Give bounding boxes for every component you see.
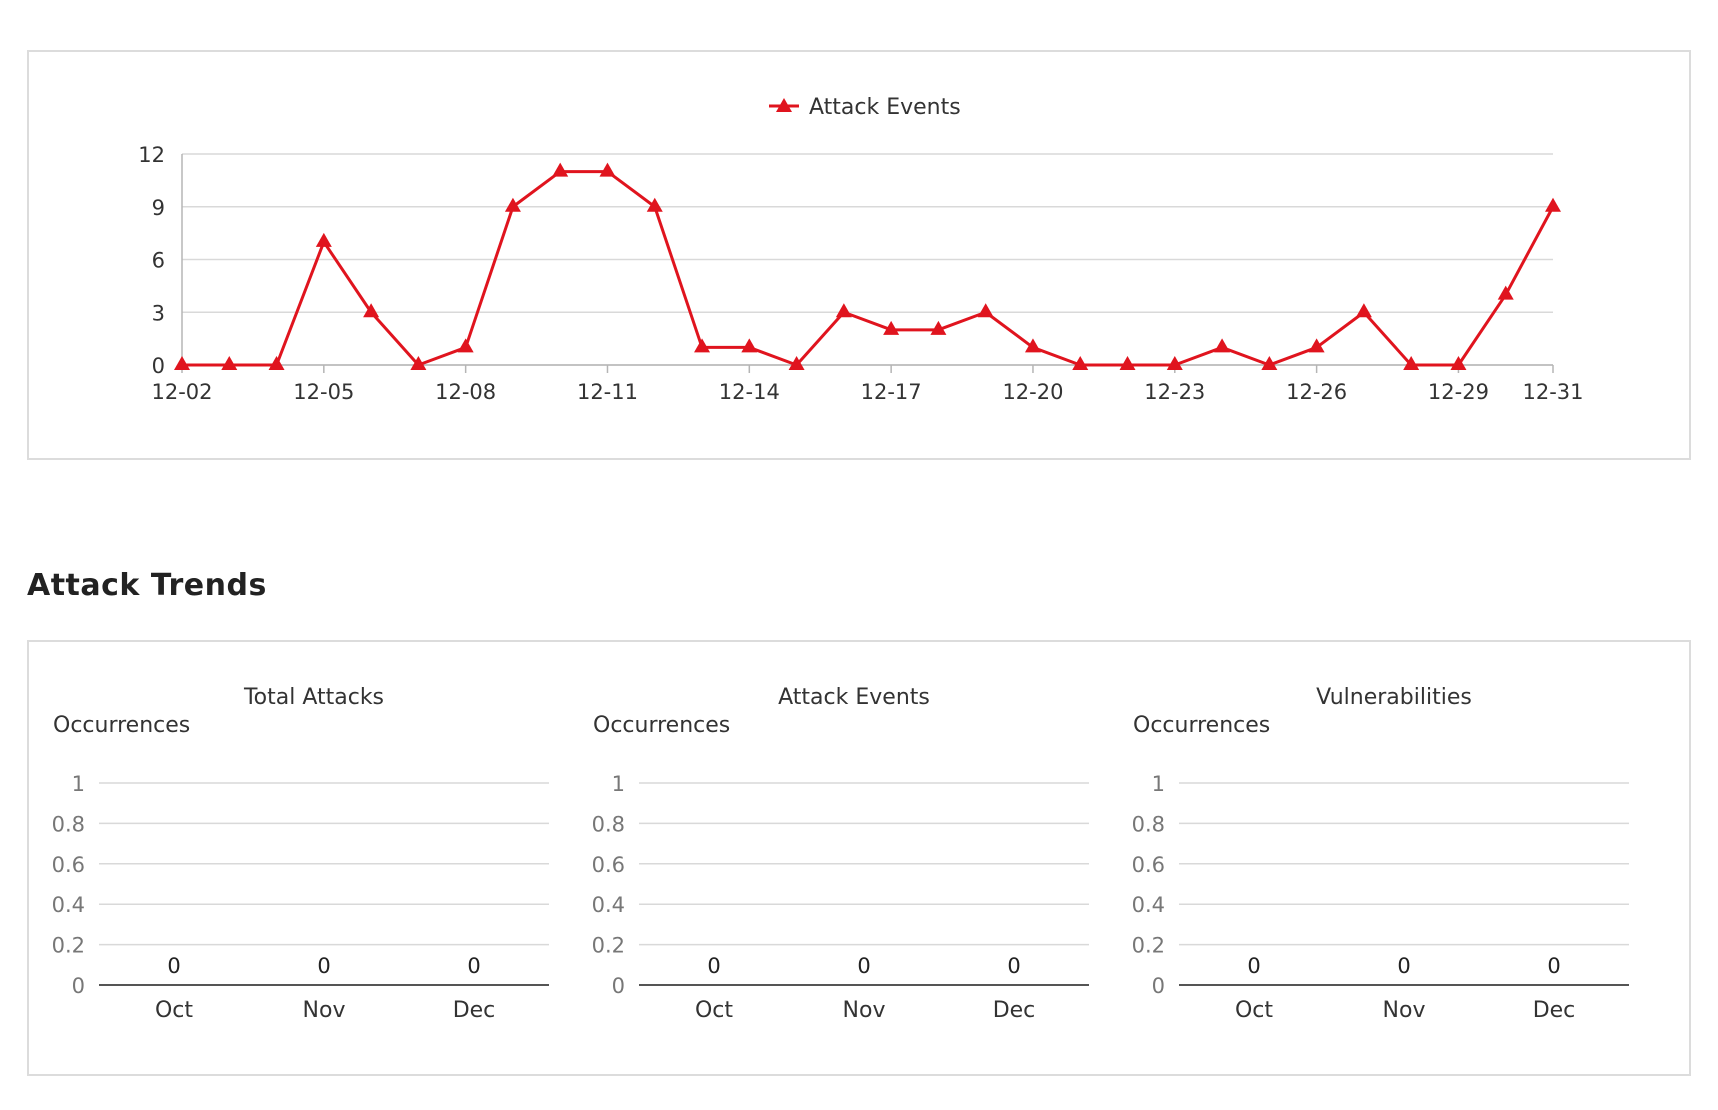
- x-tick-label: 12-23: [1144, 380, 1205, 404]
- y-tick-label: 0.6: [52, 853, 85, 877]
- bar-value-label: 0: [857, 954, 870, 978]
- data-point: [646, 197, 663, 212]
- data-point: [410, 356, 427, 370]
- bar-value-label: 0: [1247, 954, 1260, 978]
- attack-events-line-chart: Attack Events 0 3 6 9 12 12-02 12-05 12-08 12-11 1…: [138, 95, 1583, 404]
- data-point: [788, 356, 805, 370]
- bar-chart-2: Attack Events Occurrences 0 0.2 0.4 0.6 0.8 1 0 O…: [592, 685, 1089, 1023]
- x-tick-label: Nov: [843, 998, 886, 1023]
- bar-value-label: 0: [707, 954, 720, 978]
- chart-title: Attack Events: [778, 685, 930, 710]
- y-tick-label: 0.6: [592, 853, 625, 877]
- data-point: [174, 356, 190, 370]
- section-title: Attack Trends: [27, 568, 267, 603]
- data-point: [1166, 356, 1183, 370]
- data-point: [599, 162, 616, 177]
- data-point: [268, 356, 285, 370]
- bar-chart-3: Vulnerabilities Occurrences 0 0.2 0.4 0.6 0.8 1…: [1132, 685, 1629, 1023]
- x-tick-label: 12-26: [1286, 380, 1347, 404]
- chart-title: Vulnerabilities: [1316, 685, 1472, 710]
- y-tick-label: 1: [1152, 772, 1165, 796]
- x-tick-label: 12-11: [577, 380, 638, 404]
- x-tick-label: 12-17: [861, 380, 922, 404]
- attack-events-line-chart-card: Attack Events 0 3 6 9 12 12-02 12-05 12-08 12-11 1…: [27, 50, 1691, 460]
- data-point: [315, 232, 332, 247]
- y-tick-label: 0.4: [592, 893, 625, 917]
- x-tick-label: Nov: [1383, 998, 1426, 1023]
- chart-title: Total Attacks: [243, 685, 384, 710]
- data-point: [835, 303, 852, 318]
- x-tick-label: Dec: [1533, 998, 1576, 1023]
- x-tick-label: Oct: [1235, 998, 1273, 1023]
- bar-chart-1: Total Attacks Occurrences 0 0.2 0.4 0.6 0.8 1 0 O…: [52, 685, 549, 1023]
- x-tick-label: Oct: [695, 998, 733, 1023]
- bar-value-label: 0: [467, 954, 480, 978]
- x-tick-label: Oct: [155, 998, 193, 1023]
- x-tick-label: 12-08: [435, 380, 496, 404]
- data-point: [1261, 356, 1278, 370]
- y-tick-label: 0.8: [1132, 812, 1165, 836]
- y-tick-label: 0.6: [1132, 853, 1165, 877]
- y-tick-label: 1: [612, 772, 625, 796]
- bar-value-label: 0: [317, 954, 330, 978]
- y-axis-label: Occurrences: [1133, 713, 1270, 738]
- legend-marker-icon: [776, 98, 792, 112]
- bar-value-label: 0: [1397, 954, 1410, 978]
- bar-value-label: 0: [1007, 954, 1020, 978]
- y-tick-label: 1: [72, 772, 85, 796]
- data-point: [363, 303, 380, 318]
- y-axis-label: Occurrences: [593, 713, 730, 738]
- data-point: [1403, 356, 1420, 370]
- x-tick-label: Dec: [453, 998, 496, 1023]
- data-point: [504, 197, 521, 212]
- y-tick-label: 0.4: [1132, 893, 1165, 917]
- y-tick-label: 12: [138, 143, 165, 167]
- data-point: [1545, 197, 1561, 212]
- data-point: [741, 338, 758, 353]
- data-point: [457, 338, 474, 353]
- series-line: [182, 170, 1555, 367]
- data-point: [977, 303, 994, 318]
- y-tick-label: 0: [612, 974, 625, 998]
- attack-trends-card: Total Attacks Occurrences 0 0.2 0.4 0.6 0.8 1 0 O…: [27, 640, 1691, 1076]
- y-tick-label: 6: [152, 249, 165, 273]
- data-point: [1308, 338, 1325, 353]
- bar-value-label: 0: [1547, 954, 1560, 978]
- legend-label: Attack Events: [809, 95, 961, 120]
- data-point: [221, 356, 238, 370]
- y-tick-label: 3: [152, 301, 165, 325]
- y-tick-label: 0.8: [52, 812, 85, 836]
- data-point: [694, 338, 711, 353]
- y-tick-label: 0.2: [592, 934, 625, 958]
- data-point: [930, 320, 947, 335]
- data-point: [1450, 356, 1467, 370]
- bar-value-label: 0: [167, 954, 180, 978]
- data-point: [1355, 303, 1372, 318]
- x-tick-label: 12-02: [151, 380, 212, 404]
- y-tick-label: 0: [72, 974, 85, 998]
- y-tick-label: 0.2: [52, 934, 85, 958]
- y-tick-label: 9: [152, 196, 165, 220]
- attack-trends-charts: Total Attacks Occurrences 0 0.2 0.4 0.6 0.8 1 0 O…: [52, 685, 1629, 1023]
- y-tick-label: 0.8: [592, 812, 625, 836]
- y-tick-label: 0.4: [52, 893, 85, 917]
- x-tick-label: Nov: [303, 998, 346, 1023]
- x-tick-label: 12-05: [293, 380, 354, 404]
- data-point: [1214, 338, 1231, 353]
- x-tick-label: Dec: [993, 998, 1036, 1023]
- data-point: [1119, 356, 1136, 370]
- x-tick-label: 12-20: [1002, 380, 1063, 404]
- data-point: [552, 162, 569, 177]
- data-point: [1497, 285, 1514, 300]
- y-axis-label: Occurrences: [53, 713, 190, 738]
- y-tick-label: 0: [1152, 974, 1165, 998]
- data-point: [1024, 338, 1041, 353]
- y-tick-label: 0.2: [1132, 934, 1165, 958]
- data-point: [883, 320, 900, 335]
- x-tick-label: 12-31: [1522, 380, 1583, 404]
- data-point: [1072, 356, 1089, 370]
- x-tick-label: 12-14: [719, 380, 780, 404]
- x-tick-label: 12-29: [1428, 380, 1489, 404]
- y-tick-label: 0: [152, 354, 165, 378]
